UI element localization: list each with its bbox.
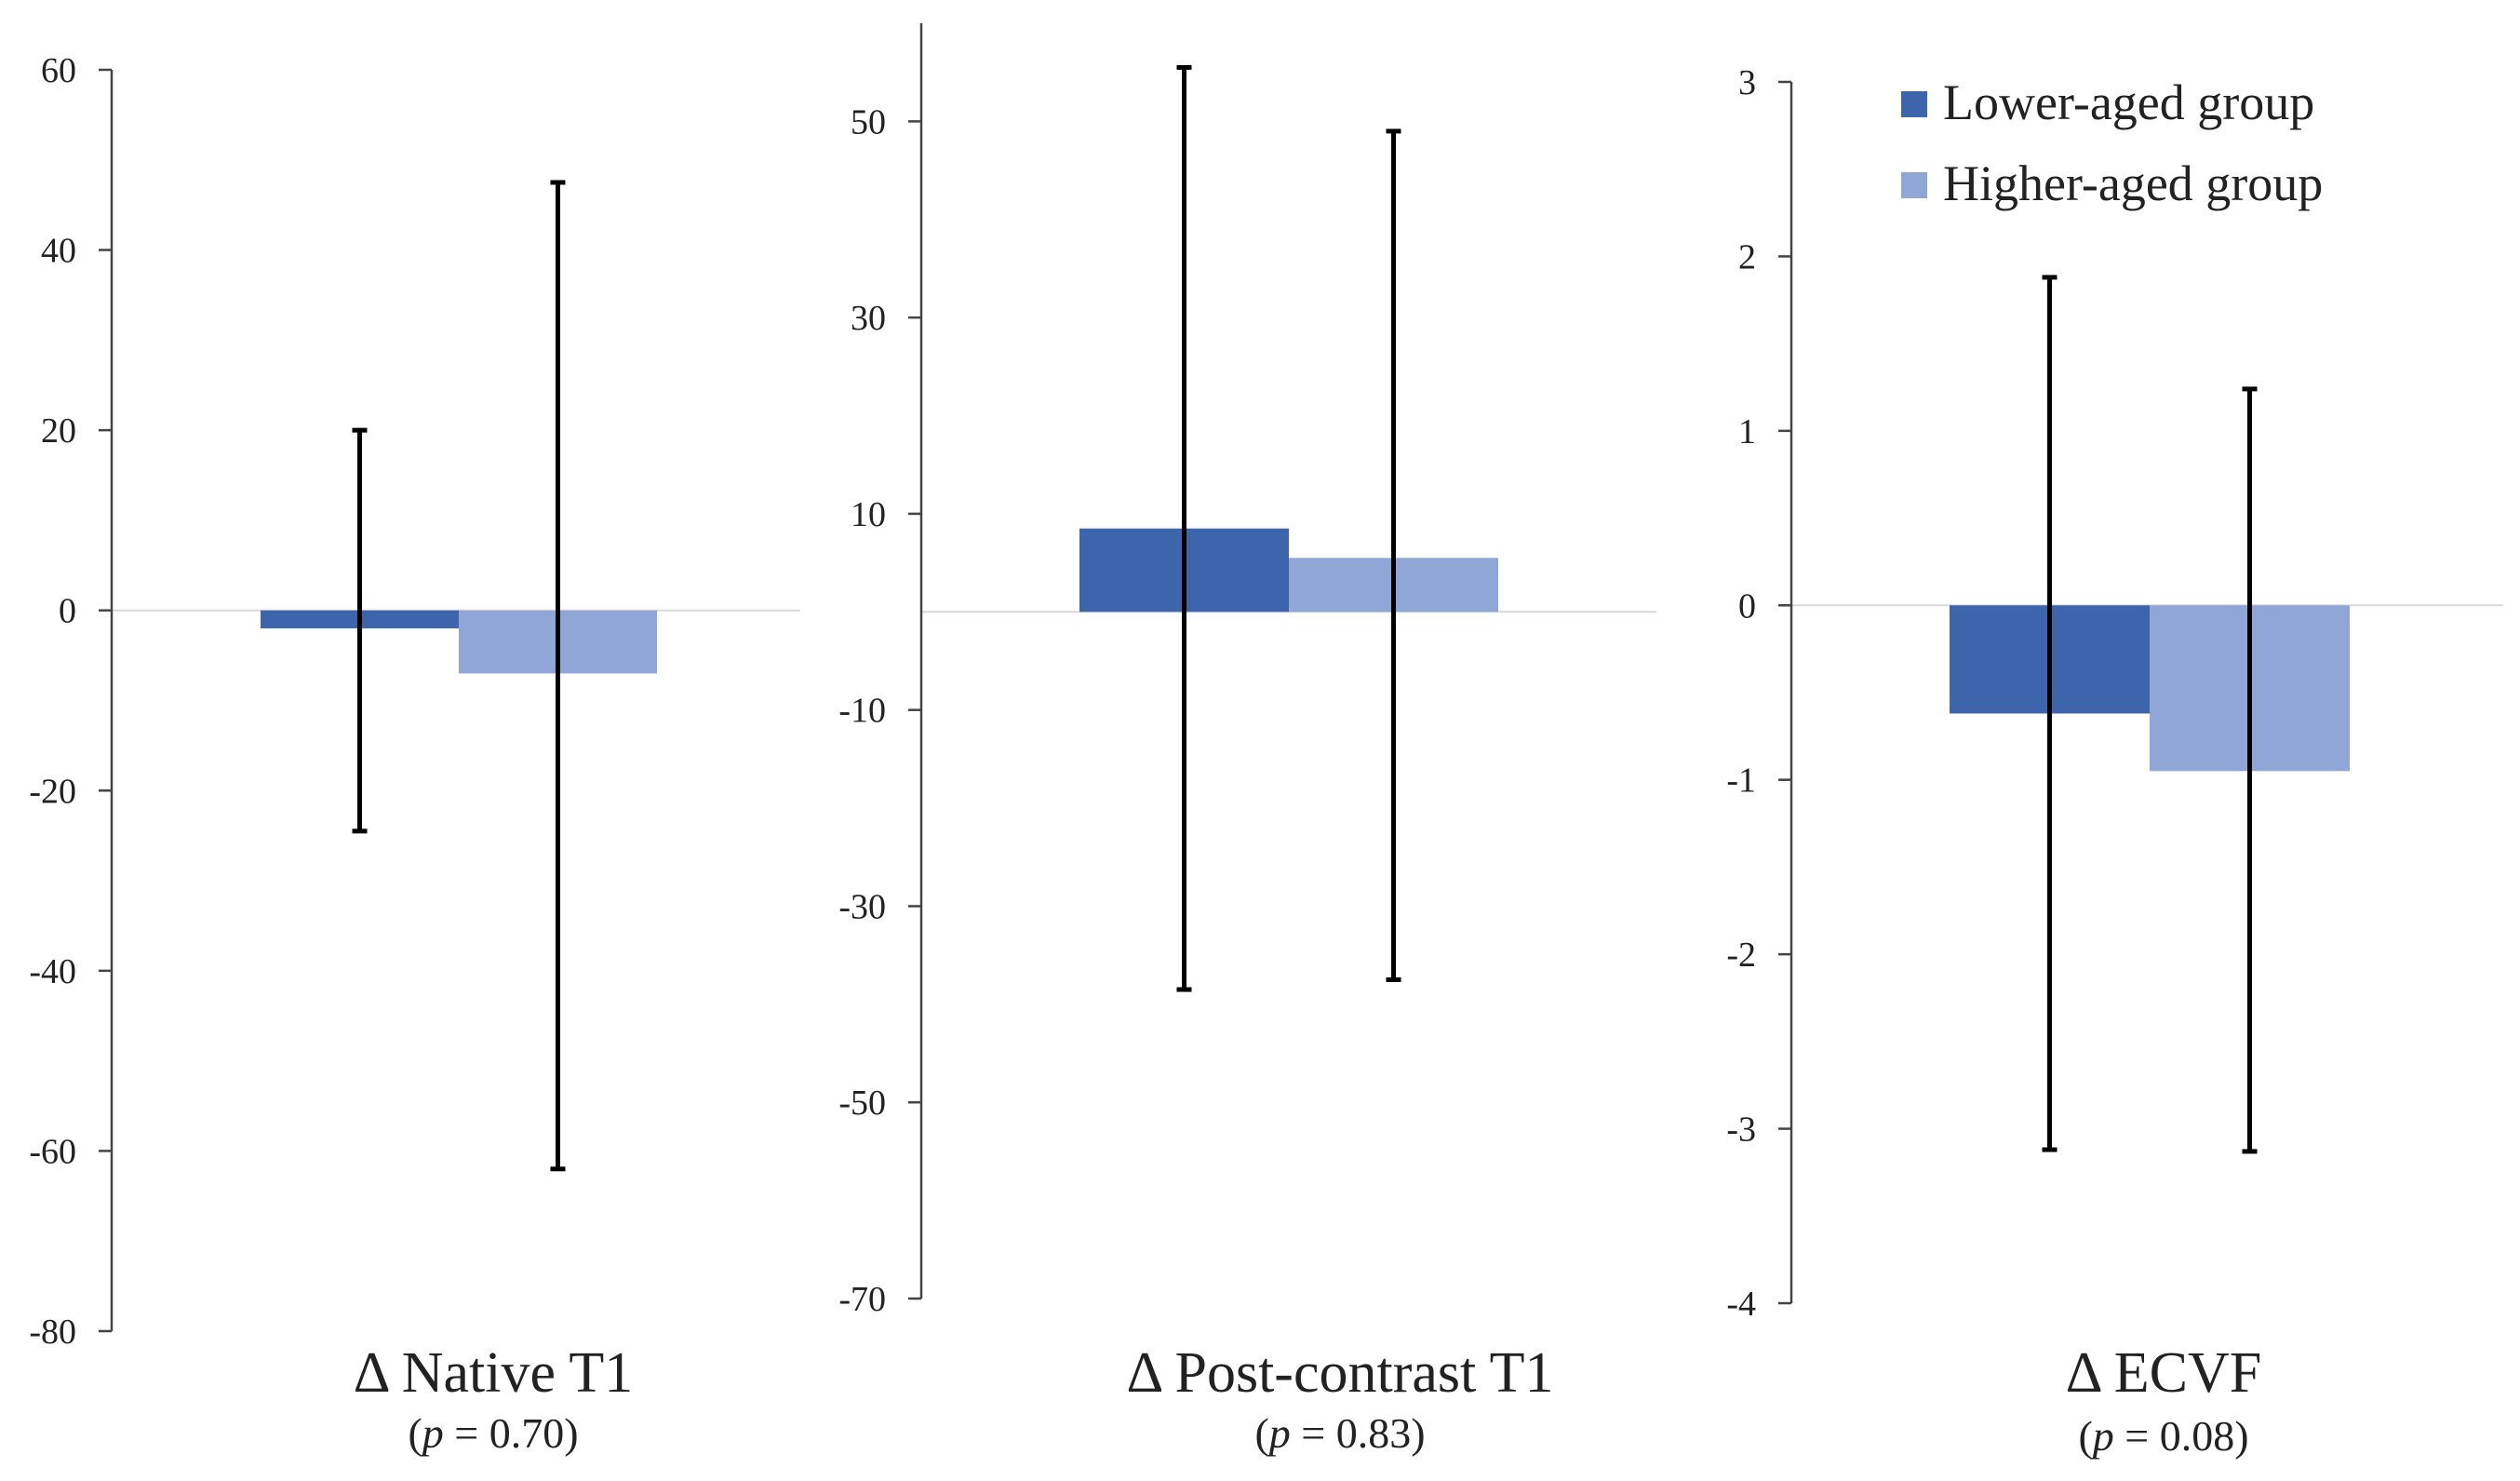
p-value-text: = 0.08) bbox=[2114, 1412, 2249, 1460]
y-tick-label: -30 bbox=[838, 887, 886, 926]
panel-p-value: (p = 0.08) bbox=[2078, 1412, 2248, 1460]
legend-label-lower: Lower-aged group bbox=[1943, 74, 2314, 130]
p-open-paren: ( bbox=[1254, 1409, 1268, 1457]
y-tick-label: 40 bbox=[41, 232, 76, 271]
p-value-text: = 0.83) bbox=[1291, 1409, 1426, 1457]
p-symbol: p bbox=[2090, 1412, 2114, 1460]
panel-title: Δ ECVF bbox=[2066, 1341, 2261, 1405]
y-tick-label: 0 bbox=[1738, 586, 1756, 626]
panel-title: Δ Native T1 bbox=[354, 1341, 633, 1405]
y-tick-label: 60 bbox=[41, 51, 76, 90]
y-tick-label: 2 bbox=[1738, 237, 1756, 276]
y-tick-label: 20 bbox=[41, 411, 76, 451]
y-tick-label: -4 bbox=[1726, 1285, 1756, 1324]
y-tick-label: -20 bbox=[29, 772, 76, 811]
p-symbol: p bbox=[1267, 1409, 1291, 1457]
panel-2: 50 30 10 -10 -30 -50 -70 Δ Post-contrast T1(p =… bbox=[838, 23, 1656, 1457]
p-symbol: p bbox=[420, 1409, 444, 1457]
legend-label-higher: Higher-aged group bbox=[1943, 155, 2323, 211]
panel-p-value: (p = 0.83) bbox=[1254, 1409, 1425, 1457]
panel-title: Δ Post-contrast T1 bbox=[1127, 1341, 1554, 1405]
y-tick-label: -40 bbox=[29, 952, 76, 991]
y-tick-label: 10 bbox=[851, 495, 886, 534]
y-tick-label: -1 bbox=[1726, 761, 1756, 801]
y-tick-label: -2 bbox=[1726, 936, 1756, 975]
p-open-paren: ( bbox=[408, 1409, 422, 1457]
y-tick-label: -10 bbox=[838, 692, 886, 731]
panel-p-value: (p = 0.70) bbox=[408, 1409, 578, 1457]
legend-swatch-higher bbox=[1901, 172, 1927, 198]
y-tick-label: -50 bbox=[838, 1084, 886, 1123]
y-tick-label: 0 bbox=[59, 592, 76, 631]
p-value-text: = 0.70) bbox=[444, 1409, 579, 1457]
y-tick-label: -3 bbox=[1726, 1111, 1756, 1150]
panel-1: 60 40 20 0 -20 -40 -60 -80 Δ Native T1(p = 0.70) bbox=[29, 51, 800, 1457]
y-tick-label: -60 bbox=[29, 1132, 76, 1171]
y-tick-label: 1 bbox=[1738, 412, 1756, 451]
p-open-paren: ( bbox=[2078, 1412, 2092, 1460]
panel-3: 3 2 1 0 -1 -2 -3 -4 Δ ECVF (p = 0.08) bbox=[1726, 63, 2503, 1460]
y-tick-label: 50 bbox=[851, 102, 886, 141]
y-tick-label: 30 bbox=[851, 299, 886, 338]
y-tick-label: -80 bbox=[29, 1313, 76, 1352]
legend: Lower-aged group Higher-aged group bbox=[1901, 74, 2323, 211]
y-tick-label: -70 bbox=[838, 1280, 886, 1319]
y-tick-label: 3 bbox=[1738, 63, 1756, 102]
legend-swatch-lower bbox=[1901, 91, 1927, 117]
